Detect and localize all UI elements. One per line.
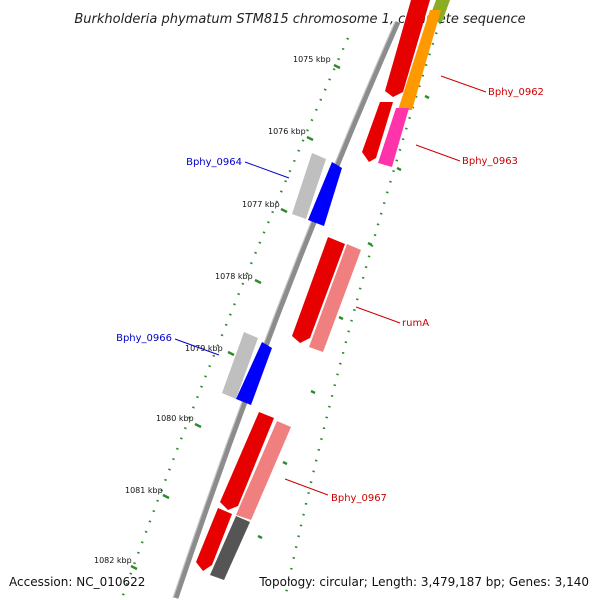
accession-text: Accession: NC_010622 [9, 575, 145, 589]
gene-bphy0962-arrow[interactable] [385, 0, 430, 97]
outer-tick-ring [283, 21, 442, 599]
gene-bphy0963-pink-block[interactable] [378, 108, 409, 167]
leader-bphy0966 [174, 338, 220, 356]
tick-label-1082: 1082 kbp [94, 556, 132, 565]
leader-bphy0962 [440, 75, 487, 93]
gene-label-bphy0967[interactable]: Bphy_0967 [331, 493, 387, 504]
tick-label-1079: 1079 kbp [185, 344, 223, 353]
gene-label-bphy0966[interactable]: Bphy_0966 [116, 333, 172, 344]
outer-major-ticks [257, 94, 430, 540]
gene-label-bphy0964[interactable]: Bphy_0964 [186, 157, 242, 168]
leader-bphy0967 [284, 478, 329, 496]
gene-orange-block[interactable] [398, 10, 441, 110]
tick-label-1081: 1081 kbp [125, 486, 163, 495]
tick-label-1078: 1078 kbp [215, 272, 253, 281]
tick-label-1077: 1077 kbp [242, 200, 280, 209]
gene-ruma-red-arrow[interactable] [292, 237, 345, 343]
gene-ruma-lightred[interactable] [309, 244, 361, 352]
gene-label-bphy0963[interactable]: Bphy_0963 [462, 156, 518, 167]
gene-bphy0964-blue-arrow[interactable] [308, 162, 342, 226]
tick-label-1075: 1075 kbp [293, 55, 331, 64]
gene-bphy0967-lightred[interactable] [236, 421, 291, 520]
inner-major-ticks [130, 63, 341, 571]
gene-label-bphy0962[interactable]: Bphy_0962 [488, 87, 544, 98]
gene-bphy0964-grey[interactable] [292, 153, 326, 219]
map-title: Burkholderia phymatum STM815 chromosome … [74, 12, 525, 27]
tick-label-1080: 1080 kbp [156, 414, 194, 423]
gene-label-ruma[interactable]: rumA [402, 318, 429, 329]
leader-bphy0964 [244, 161, 290, 179]
gene-bphy0966-blue-arrow[interactable] [236, 342, 272, 405]
gene-bottom-red-arrow[interactable] [196, 508, 232, 571]
gene-bottom-darkgrey[interactable] [210, 516, 250, 580]
chromosome-backbone [173, 20, 401, 599]
topology-text: Topology: circular; Length: 3,479,187 bp… [258, 575, 589, 589]
gene-bphy0963-red-arrow[interactable] [362, 102, 393, 162]
gene-bphy0966-grey[interactable] [222, 332, 258, 399]
leader-bphy0963 [415, 144, 461, 162]
tick-label-1076: 1076 kbp [268, 127, 306, 136]
tick-labels: 1075 kbp 1076 kbp 1077 kbp 1078 kbp 1079… [94, 55, 331, 565]
gene-bphy0967-red-arrow[interactable] [220, 412, 274, 510]
chromosome-backbone-highlight [172, 21, 396, 599]
leader-ruma [355, 306, 401, 324]
